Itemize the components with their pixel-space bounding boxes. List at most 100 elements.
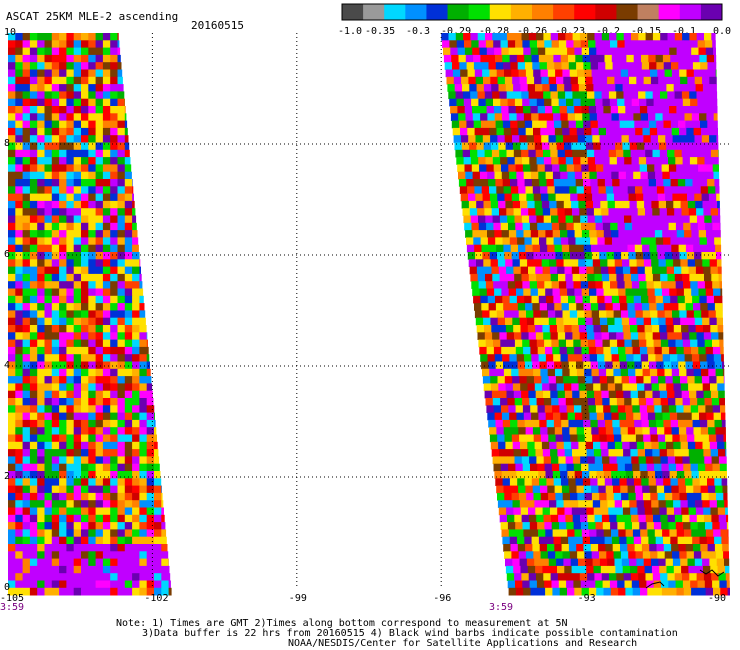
swath-cell [589, 171, 598, 180]
swath-cell [102, 186, 111, 194]
swath-cell [632, 463, 640, 472]
swath-cell [561, 478, 569, 486]
swath-cell [132, 281, 140, 289]
swath-cell [546, 295, 554, 304]
swath-cell [51, 62, 60, 70]
swath-cell [505, 84, 514, 92]
swath-cell [516, 295, 525, 304]
swath-cell [29, 368, 38, 377]
swath-cell [573, 222, 582, 231]
swath-cell [95, 171, 104, 180]
swath-cell [525, 485, 534, 494]
swath-cell [583, 186, 592, 194]
swath-cell [154, 427, 157, 435]
swath-cell [29, 33, 38, 41]
swath-cell [124, 536, 133, 545]
swath-cell [701, 69, 709, 78]
swath-cell [66, 514, 75, 523]
swath-cell [548, 492, 556, 501]
swath-cell [110, 317, 118, 326]
swath-cell [29, 536, 38, 545]
swath-cell [95, 127, 104, 136]
swath-cell [110, 98, 118, 107]
swath-cell [498, 200, 506, 209]
swath-cell [8, 91, 16, 100]
swath-cell [132, 500, 140, 508]
swath-cell [655, 536, 664, 545]
swath-cell [546, 62, 555, 70]
swath-cell [15, 412, 23, 421]
swath-cell [588, 164, 597, 173]
swath-cell [102, 587, 111, 596]
swath-cell [559, 346, 568, 355]
swath-cell [572, 449, 580, 457]
swath-cell [707, 544, 716, 552]
swath-cell [576, 368, 585, 377]
swath-cell [639, 98, 647, 107]
swath-cell [146, 565, 155, 574]
swath-cell [51, 419, 60, 428]
swath-cell [614, 259, 623, 267]
swath-cell [610, 47, 619, 56]
color-bar-label: -0.35 [365, 26, 396, 37]
swath-cell [576, 127, 585, 136]
swath-cell [697, 456, 705, 465]
swath-cell [651, 317, 659, 326]
swath-cell [605, 244, 614, 253]
swath-cell [22, 164, 31, 173]
swath-cell [647, 587, 655, 596]
swath-cell [44, 164, 53, 173]
swath-cell [705, 522, 713, 530]
swath-cell [508, 463, 516, 472]
swath-cell [710, 208, 719, 216]
swath-cell [569, 69, 578, 78]
swath-cell [15, 419, 23, 428]
swath-cell [698, 471, 707, 479]
swath-cell [483, 142, 492, 151]
swath-cell [520, 142, 528, 151]
swath-cell [117, 405, 126, 413]
swath-cell [698, 164, 706, 173]
swath-cell [529, 580, 538, 589]
swath-cell [15, 332, 23, 340]
swath-cell [584, 69, 592, 78]
swath-cell [73, 91, 82, 100]
swath-cell [578, 565, 587, 574]
swath-cell [622, 500, 630, 508]
swath-cell [117, 536, 126, 545]
swath-cell [672, 434, 681, 443]
swath-cell [124, 295, 133, 304]
swath-cell [537, 463, 545, 472]
swath-cell [51, 434, 60, 443]
swath-cell [95, 507, 104, 516]
swath-cell [561, 179, 569, 187]
swath-cell [124, 332, 133, 340]
swath-cell [110, 47, 118, 56]
swath-cell [582, 54, 591, 63]
swath-cell [618, 412, 627, 421]
swath-cell [66, 295, 75, 304]
swath-cell [691, 529, 699, 538]
swath-cell [668, 522, 677, 530]
swath-cell [530, 405, 538, 413]
swath-cell [639, 339, 647, 348]
swath-cell [540, 69, 549, 78]
swath-cell [15, 478, 23, 486]
swath-cell [696, 33, 705, 41]
swath-cell [110, 507, 118, 516]
swath-cell [586, 507, 595, 516]
swath-cell [66, 303, 75, 311]
swath-cell [37, 434, 45, 443]
swath-cell [623, 573, 632, 581]
swath-cell [703, 91, 712, 100]
swath-cell [463, 98, 472, 107]
swath-cell [626, 354, 634, 362]
swath-cell [699, 354, 707, 362]
swath-cell [544, 40, 552, 48]
swath-cell [600, 500, 608, 508]
swath-cell [124, 565, 133, 574]
swath-cell [66, 62, 75, 70]
swath-cell [694, 252, 702, 260]
swath-cell [507, 40, 516, 48]
swath-cell [95, 91, 104, 100]
